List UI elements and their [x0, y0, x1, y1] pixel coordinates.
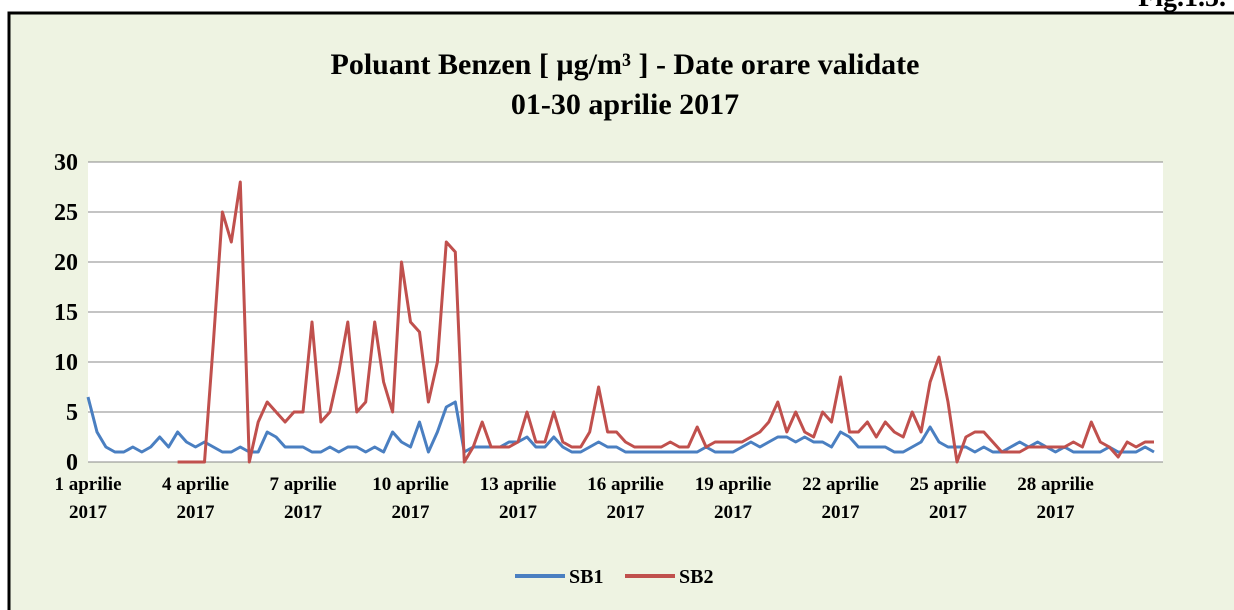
y-tick-label: 20 — [54, 250, 78, 276]
x-tick-label: 7 aprilie 2017 — [269, 474, 336, 523]
x-tick-label: 4 aprilie 2017 — [162, 474, 229, 523]
figure-label: Fig.1.5. — [1138, 0, 1226, 13]
y-tick-label: 25 — [54, 200, 78, 226]
series-line — [86, 396, 1155, 454]
x-tick-label: 22 aprilie 2017 — [802, 474, 879, 523]
x-tick-label: 1 aprilie 2017 — [54, 474, 121, 523]
y-tick-label: 5 — [66, 400, 78, 426]
chart-subtitle: 01-30 aprilie 2017 — [511, 88, 739, 121]
x-tick-label: 16 aprilie 2017 — [587, 474, 664, 523]
y-tick-label: 10 — [54, 350, 78, 376]
series-line — [177, 180, 1154, 464]
legend-label: SB1 — [569, 566, 603, 588]
y-tick-label: 0 — [66, 450, 78, 476]
chart-title: Poluant Benzen [ µg/m³ ] - Date orare va… — [331, 48, 920, 81]
x-tick-label: 10 aprilie 2017 — [372, 474, 449, 523]
y-tick-label: 30 — [54, 150, 78, 176]
legend-label: SB2 — [679, 566, 713, 588]
x-tick-label: 28 aprilie 2017 — [1017, 474, 1094, 523]
x-tick-label: 13 aprilie 2017 — [480, 474, 557, 523]
x-tick-label: 19 aprilie 2017 — [695, 474, 772, 523]
x-tick-label: 25 aprilie 2017 — [910, 474, 987, 523]
y-tick-label: 15 — [54, 300, 78, 326]
